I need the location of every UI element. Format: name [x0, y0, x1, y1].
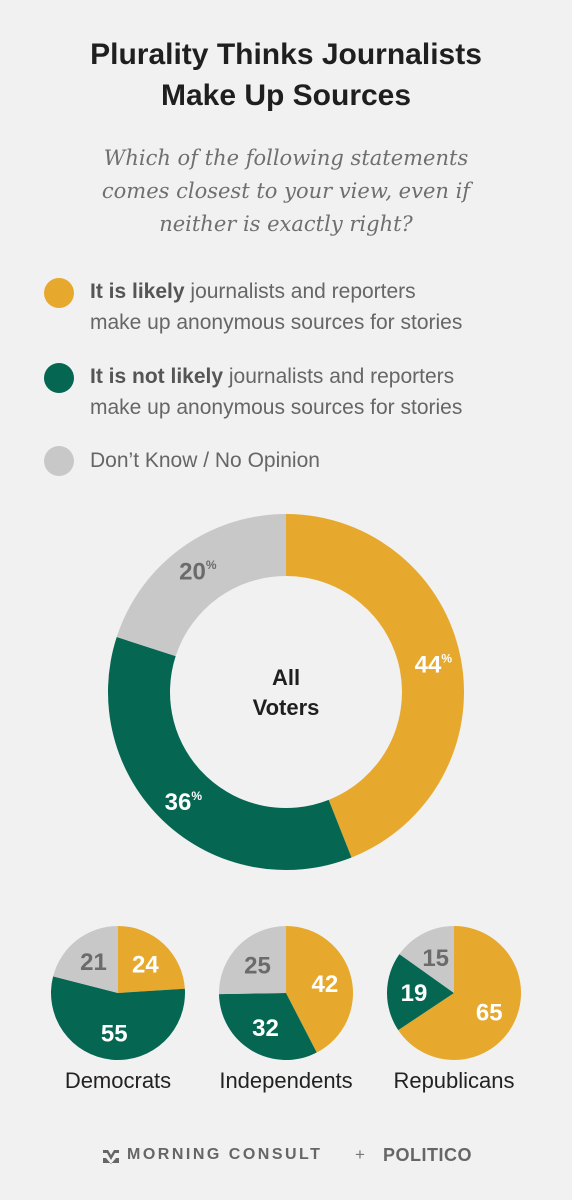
republicans-label-don-t-know-no-opinion: 15 — [422, 945, 449, 972]
republicans-slice-it-is-likely — [398, 926, 521, 1060]
republicans-slice-it-is-not-likely — [387, 954, 454, 1031]
subtitle-line-3: neither is exactly right? — [159, 212, 413, 236]
morning-consult-logo-icon — [103, 1150, 119, 1164]
footer-plus: + — [355, 1145, 365, 1164]
republicans-label-it-is-likely: 65 — [476, 1000, 503, 1027]
legend-likely-line-1: It is likely journalists and reporters — [90, 276, 550, 307]
chart-subtitle: Which of the following statements comes … — [60, 142, 512, 241]
footer-morning-consult: MORNING CONSULT — [127, 1146, 323, 1163]
legend-not-likely-line-2: make up anonymous sources for stories — [90, 396, 463, 419]
democrats-slice-it-is-not-likely — [51, 976, 186, 1060]
pie-label-democrats: Democrats — [64, 1068, 172, 1093]
democrats-label-it-is-likely: 24 — [132, 951, 159, 978]
all-voters-slice-don-t-know-no-opinion — [116, 514, 286, 657]
independents-slice-it-is-likely — [286, 926, 353, 1053]
independents-label-it-is-not-likely: 32 — [252, 1015, 279, 1042]
legend-not-likely-rest: journalists and reporters — [223, 365, 455, 388]
subtitle-line-2: comes closest to your view, even if — [101, 179, 471, 203]
legend-swatch-dont-know — [44, 446, 74, 476]
donut-center-label-line-1: All — [272, 665, 300, 690]
legend-not-likely-line-1: It is not likely journalists and reporte… — [90, 361, 550, 392]
pie-label-independents: Independents — [219, 1068, 353, 1093]
independents-slice-it-is-not-likely — [219, 993, 317, 1060]
footer: MORNING CONSULT + POLITICO — [0, 1143, 572, 1173]
independents-label-don-t-know-no-opinion: 25 — [244, 953, 271, 980]
all-voters-slice-it-is-likely — [286, 514, 465, 858]
legend-swatch-likely — [44, 278, 74, 308]
democrats-slice-don-t-know-no-opinion — [53, 926, 118, 993]
all-voters-label-don-t-know-no-opinion: 20% — [179, 558, 217, 585]
democrats-label-it-is-not-likely: 55 — [101, 1020, 128, 1047]
democrats-slice-it-is-likely — [118, 926, 185, 993]
subtitle-line-1: Which of the following statements — [103, 146, 469, 170]
independents-label-it-is-likely: 42 — [312, 971, 339, 998]
donut-center-label-line-2: Voters — [253, 695, 320, 720]
legend-swatch-not-likely — [44, 363, 74, 393]
republicans-label-it-is-not-likely: 19 — [401, 980, 428, 1007]
legend-dont-know-label: Don’t Know / No Opinion — [90, 449, 320, 472]
legend-likely-bold: It is likely — [90, 280, 185, 303]
independents-slice-don-t-know-no-opinion — [219, 926, 286, 995]
party-pie-charts: 24 55 21 42 32 25 65 19 15 — [51, 926, 521, 1060]
footer-politico: POLITICO — [383, 1145, 472, 1165]
legend-likely-line-2: make up anonymous sources for stories — [90, 311, 463, 334]
legend-not-likely-bold: It is not likely — [90, 365, 224, 388]
title-line-2: Make Up Sources — [160, 79, 412, 112]
title-line-1: Plurality Thinks Journalists — [90, 38, 482, 71]
democrats-label-don-t-know-no-opinion: 21 — [80, 949, 107, 976]
legend-likely-rest: journalists and reporters — [184, 280, 416, 303]
republicans-slice-don-t-know-no-opinion — [399, 926, 454, 993]
pie-label-republicans: Republicans — [393, 1068, 515, 1093]
all-voters-slice-it-is-not-likely — [108, 636, 352, 870]
chart-title: Plurality Thinks Journalists Make Up Sou… — [0, 34, 572, 116]
